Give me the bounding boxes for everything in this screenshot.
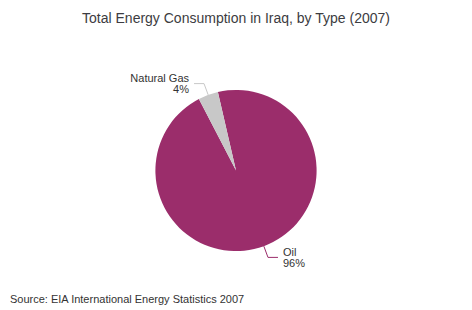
svg-text:96%: 96% xyxy=(283,257,305,269)
svg-text:Oil: Oil xyxy=(283,245,297,258)
svg-text:Natural Gas: Natural Gas xyxy=(130,72,189,85)
svg-text:Total Energy Consumption in Ir: Total Energy Consumption in Iraq, by Typ… xyxy=(82,10,390,26)
svg-text:4%: 4% xyxy=(173,83,189,95)
svg-text:Source: EIA International Ener: Source: EIA International Energy Statist… xyxy=(10,293,244,305)
